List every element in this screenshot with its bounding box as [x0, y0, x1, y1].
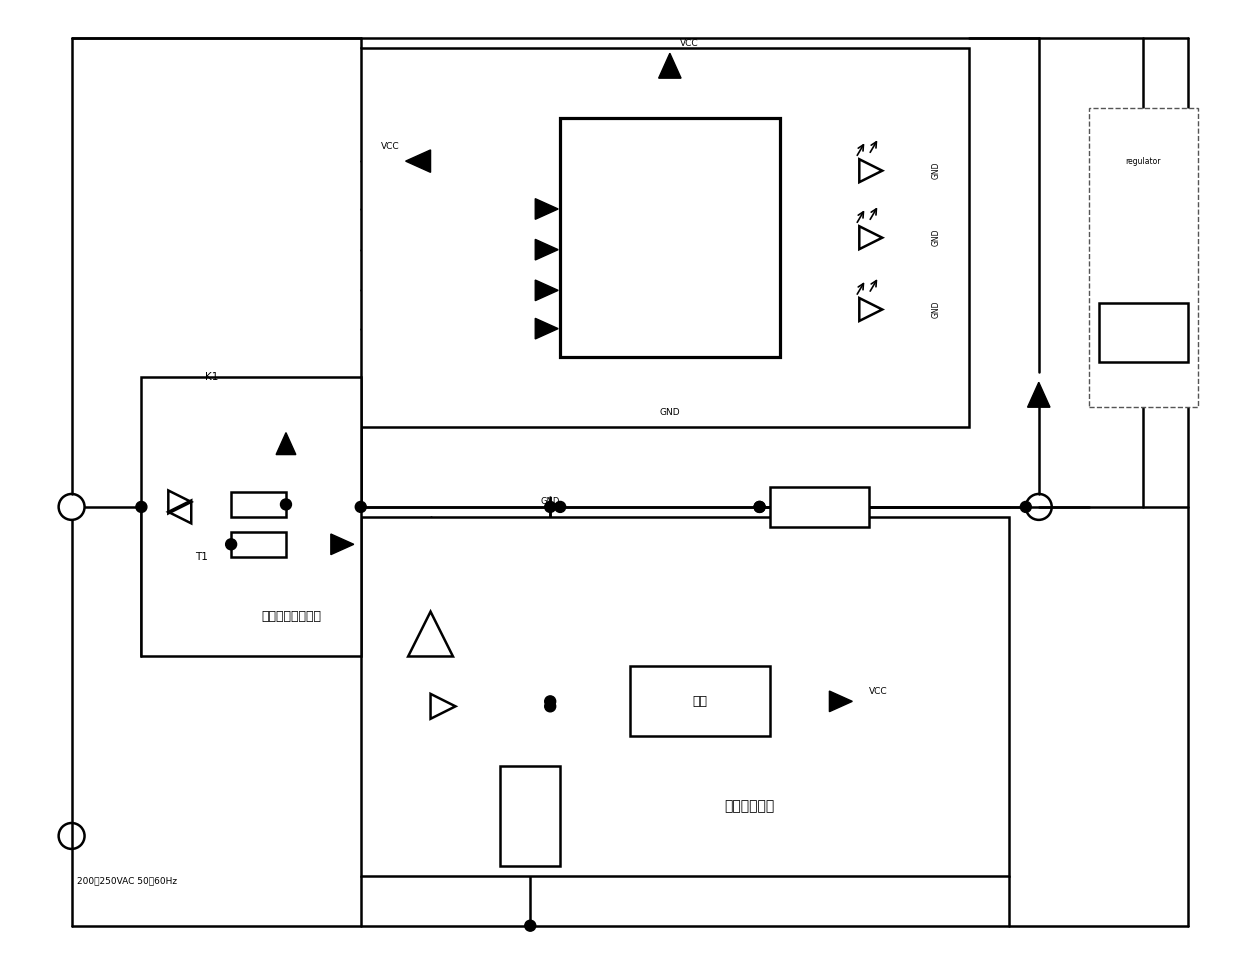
Text: fuse: fuse [1136, 353, 1152, 362]
Circle shape [226, 539, 237, 549]
Polygon shape [658, 54, 681, 78]
Text: GND: GND [932, 229, 941, 247]
Text: T1: T1 [195, 552, 207, 562]
Text: VCC: VCC [869, 687, 888, 696]
Circle shape [554, 501, 565, 512]
Polygon shape [277, 433, 296, 455]
Text: VCC: VCC [680, 39, 698, 48]
Polygon shape [536, 199, 558, 219]
Text: 稳压电源电路: 稳压电源电路 [724, 799, 775, 813]
Text: 200／250VAC 50／60Hz: 200／250VAC 50／60Hz [77, 877, 177, 885]
Polygon shape [331, 534, 353, 555]
Bar [1089, 108, 1198, 408]
Circle shape [280, 499, 291, 510]
Bar [770, 487, 869, 527]
Text: VCC: VCC [381, 142, 399, 150]
Text: K1: K1 [205, 372, 218, 382]
Polygon shape [1028, 382, 1050, 408]
Polygon shape [536, 280, 558, 300]
Circle shape [544, 701, 556, 712]
Text: GND: GND [541, 498, 560, 506]
Circle shape [136, 501, 146, 512]
Bar [501, 767, 560, 866]
Text: regulator: regulator [1126, 157, 1161, 167]
Polygon shape [405, 150, 430, 172]
Text: GND: GND [932, 300, 941, 319]
Polygon shape [536, 239, 558, 260]
Text: MCU: MCU [650, 229, 691, 247]
Bar [560, 118, 780, 357]
Bar [630, 666, 770, 736]
Bar [361, 517, 1009, 876]
Polygon shape [536, 319, 558, 339]
Text: 稳压: 稳压 [692, 695, 707, 708]
Circle shape [544, 696, 556, 707]
Text: 电路开关控制电路: 电路开关控制电路 [260, 611, 321, 623]
Bar [1099, 302, 1188, 363]
Circle shape [754, 501, 765, 512]
Circle shape [1021, 501, 1032, 512]
Bar [231, 492, 286, 517]
Polygon shape [830, 691, 852, 712]
Text: GND: GND [932, 162, 941, 180]
Circle shape [356, 501, 366, 512]
Text: GND: GND [660, 408, 681, 416]
Circle shape [525, 921, 536, 931]
Bar [231, 532, 286, 557]
Circle shape [754, 501, 765, 512]
Circle shape [544, 501, 556, 512]
Bar [141, 377, 361, 657]
Bar [361, 48, 968, 427]
